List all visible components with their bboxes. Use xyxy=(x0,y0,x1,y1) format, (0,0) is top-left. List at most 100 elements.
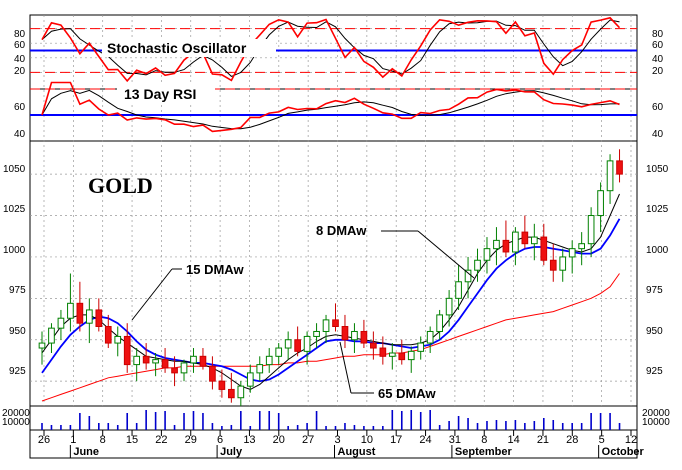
stoch-tick-40-left: 40 xyxy=(14,54,26,65)
volume-bar xyxy=(221,426,223,430)
date-tick-label: 1 xyxy=(70,434,76,446)
price-candles xyxy=(38,149,623,406)
volume-bar xyxy=(230,425,233,430)
date-tick-label: 21 xyxy=(537,434,549,446)
price-candle xyxy=(133,348,141,382)
volume-bar xyxy=(372,426,375,430)
rsi-tick-60-left: 60 xyxy=(14,102,26,113)
ma65-pointer-arrow xyxy=(339,341,352,394)
volume-bar xyxy=(145,410,147,430)
price-candle xyxy=(265,348,273,373)
volume-bar xyxy=(41,423,43,430)
date-tick-label: 8 xyxy=(481,434,487,446)
volume-bar xyxy=(552,420,555,430)
price-tick-925-left: 925 xyxy=(9,366,26,377)
volume-bar xyxy=(79,413,81,430)
price-tick-1050-left: 1050 xyxy=(3,164,26,175)
price-candle xyxy=(275,343,283,365)
volume-bar xyxy=(467,418,469,430)
price-candle xyxy=(341,314,349,349)
price-candle xyxy=(606,154,614,204)
date-tick-label: 26 xyxy=(38,434,50,446)
price-candle xyxy=(152,353,159,377)
volume-bar xyxy=(429,410,431,430)
volume-bar xyxy=(419,412,422,430)
volume-bars xyxy=(41,410,621,430)
price-candle xyxy=(568,240,576,274)
volume-bar xyxy=(505,421,507,430)
volume-bar xyxy=(590,413,592,430)
volume-bar xyxy=(164,411,166,430)
price-candle xyxy=(104,314,112,349)
price-candle xyxy=(294,326,301,357)
price-candle xyxy=(587,207,595,257)
date-axis-panel xyxy=(29,429,638,459)
volume-bar xyxy=(334,426,337,430)
date-tick-label: 31 xyxy=(449,434,461,446)
volume-bar xyxy=(126,413,129,430)
price-candle xyxy=(549,243,557,282)
price-candle xyxy=(313,323,320,349)
volume-bar xyxy=(240,411,242,430)
volume-bar xyxy=(98,423,100,430)
volume-bar xyxy=(296,425,299,430)
price-candle xyxy=(85,298,93,344)
volume-bar xyxy=(476,423,479,430)
price-candle xyxy=(540,223,548,266)
month-label: June xyxy=(73,446,99,458)
volume-bar xyxy=(448,421,450,430)
volume-bar xyxy=(524,423,526,430)
date-tick-label: 15 xyxy=(126,434,138,446)
volume-bar xyxy=(410,410,413,430)
volume-bar xyxy=(211,423,214,430)
volume-bar xyxy=(571,423,573,430)
price-tick-975-left: 975 xyxy=(9,285,26,296)
price-candle xyxy=(370,331,377,360)
volume-bar xyxy=(542,418,545,430)
price-candle xyxy=(455,265,462,310)
volume-bar xyxy=(514,420,517,430)
grid-lines xyxy=(30,15,637,406)
ma15-pointer-arrow xyxy=(131,268,173,321)
date-tick-label: 8 xyxy=(100,434,106,446)
volume-bar xyxy=(258,411,261,430)
volume-bar xyxy=(609,413,611,430)
volume-tick-10000-left: 10000 xyxy=(2,417,30,428)
price-candle xyxy=(512,227,519,266)
price-tick-1000-right: 1000 xyxy=(646,245,669,256)
ma65-line xyxy=(41,273,620,402)
volume-bar xyxy=(88,416,91,430)
price-candle xyxy=(483,237,491,274)
volume-bar xyxy=(533,421,536,430)
stoch-tick-60-right: 60 xyxy=(652,40,664,51)
oscillator-lines xyxy=(30,16,637,133)
price-candle xyxy=(597,182,604,233)
ma8-label: 8 DMAw xyxy=(316,223,367,238)
stoch-tick-20-left: 20 xyxy=(14,66,26,77)
stoch-k-line xyxy=(41,16,621,83)
volume-bar xyxy=(287,426,289,430)
date-tick-label: 10 xyxy=(361,434,373,446)
volume-bar xyxy=(50,425,53,430)
volume-tick-20000-left: 20000 xyxy=(2,408,30,419)
date-tick-label: 6 xyxy=(217,434,223,446)
volume-bar xyxy=(457,416,460,430)
date-tick-label: 14 xyxy=(507,434,519,446)
volume-bar xyxy=(391,410,394,430)
volume-bar xyxy=(107,423,110,430)
volume-bar xyxy=(363,426,365,430)
stochastic-label: Stochastic Oscillator xyxy=(107,40,247,56)
price-tick-1025-right: 1025 xyxy=(646,204,669,215)
price-candle xyxy=(142,343,150,370)
price-candle xyxy=(464,256,472,299)
price-tick-950-left: 950 xyxy=(9,326,26,337)
price-candle xyxy=(426,326,434,353)
rsi-tick-40-left: 40 xyxy=(14,129,26,140)
volume-bar xyxy=(69,425,72,430)
price-candle xyxy=(332,303,339,332)
month-label: July xyxy=(220,446,243,458)
volume-bar xyxy=(325,426,327,430)
price-candle xyxy=(502,220,510,257)
price-candle xyxy=(445,290,453,327)
